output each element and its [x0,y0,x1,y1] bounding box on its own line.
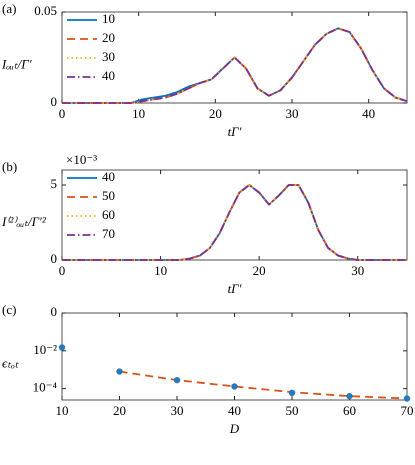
x-tick-label: 10 [154,263,167,278]
y-tick-label: 10⁻² [33,342,57,357]
data-point [231,383,238,390]
y-tick-label: 0 [51,251,58,266]
y-tick-label: 0 [51,304,58,319]
y-tick-label: 10⁻⁴ [33,380,58,395]
x-tick-label: 30 [171,403,184,418]
legend-label: 10 [102,11,115,26]
data-point [116,368,123,375]
legend-label: 40 [102,169,115,184]
x-axis-label: tΓ′ [228,281,242,296]
panel-label: (b) [2,159,17,174]
legend-label: 60 [102,207,115,222]
x-tick-label: 10 [56,403,69,418]
y-multiplier: ×10⁻³ [66,152,97,167]
x-tick-label: 30 [286,106,299,121]
x-tick-label: 20 [253,263,266,278]
x-axis-label: tΓ′ [228,124,242,139]
y-tick-label: 5 [51,176,58,191]
x-tick-label: 30 [351,263,364,278]
fit-line [119,370,408,400]
y-axis-label: Iₒᵤₜ/Γ′ [1,56,32,71]
data-point [173,376,181,384]
data-point [288,389,296,397]
legend-label: 20 [102,30,115,45]
panel-label: (a) [2,1,16,16]
x-tick-label: 20 [113,403,126,418]
y-axis-label: ϵₜₒₜ [2,355,20,370]
series-line [62,183,407,261]
data-point [58,344,66,351]
y-axis-label: I⁽²⁾ₒᵤₜ/Γ′² [1,214,47,229]
panel-label: (c) [2,302,16,317]
x-tick-label: 40 [362,106,375,121]
legend-label: 70 [102,226,115,241]
series-line [62,27,408,104]
x-axis-label: D [229,421,240,436]
legend-label: 40 [102,68,115,83]
legend-label: 50 [102,188,115,203]
x-tick-label: 70 [401,403,414,418]
data-point [403,395,411,402]
y-tick-label: 0 [51,94,58,109]
series-line [62,27,408,104]
x-tick-label: 60 [343,403,356,418]
x-tick-label: 50 [286,403,299,418]
x-tick-label: 40 [228,403,241,418]
y-tick-label: 0.05 [34,3,57,18]
x-tick-label: 10 [132,106,145,121]
plot-frame [61,169,408,261]
plot-frame [61,11,408,104]
data-point [346,392,353,400]
legend-label: 30 [102,49,115,64]
x-tick-label: 0 [59,106,66,121]
x-tick-label: 20 [209,106,222,121]
series-line [62,183,407,261]
x-tick-label: 0 [59,263,66,278]
